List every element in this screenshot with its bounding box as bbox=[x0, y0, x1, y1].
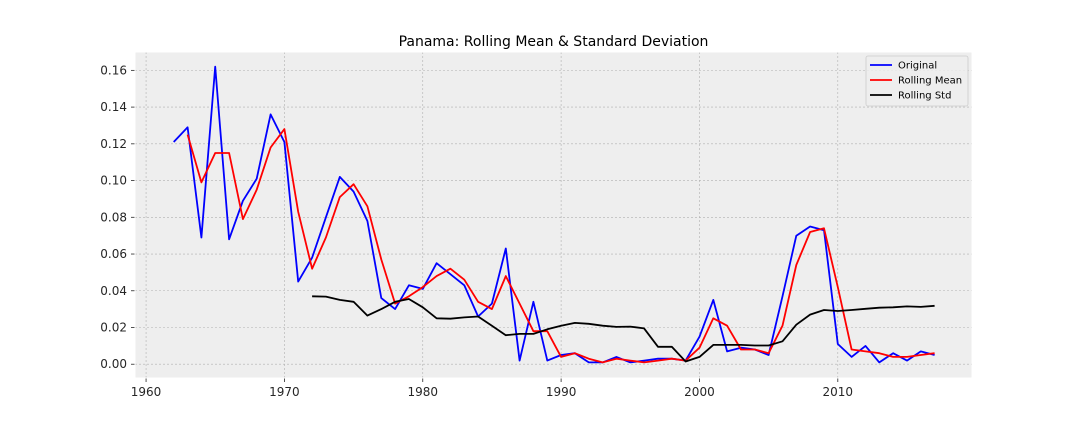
x-tick-label: 2010 bbox=[823, 385, 854, 399]
plot-border bbox=[134, 51, 973, 379]
x-tick-label: 1980 bbox=[407, 385, 438, 399]
legend-label-rolling-std: Rolling Std bbox=[898, 91, 951, 102]
grid bbox=[135, 52, 972, 378]
legend-label-original: Original bbox=[898, 61, 937, 72]
y-tick-label: 0.14 bbox=[100, 100, 127, 114]
y-tick-label: 0.12 bbox=[100, 137, 127, 151]
series-line-original bbox=[173, 65, 935, 364]
y-tick-label: 0.04 bbox=[100, 284, 127, 298]
x-tick-label: 2000 bbox=[684, 385, 715, 399]
y-tick-label: 0.06 bbox=[100, 247, 127, 261]
x-tick-label: 1970 bbox=[269, 385, 300, 399]
legend: Original Rolling Mean Rolling Std bbox=[865, 55, 969, 107]
y-tick-label: 0.08 bbox=[100, 210, 127, 224]
y-tick-label: 0.10 bbox=[100, 174, 127, 188]
x-tick-label: 1990 bbox=[546, 385, 577, 399]
series-line-rolling-std bbox=[312, 295, 935, 363]
axes: 1960 1970 1980 1990 2000 2010 0.00 0.02 0.04 0.06… bbox=[100, 51, 973, 399]
series-line-rolling-mean bbox=[186, 128, 935, 364]
legend-box bbox=[865, 55, 969, 107]
y-tick-label: 0.02 bbox=[100, 320, 127, 334]
chart-title: Panama: Rolling Mean & Standard Deviatio… bbox=[399, 34, 709, 50]
x-tick-label: 1960 bbox=[131, 385, 162, 399]
y-tick-label: 0.00 bbox=[100, 357, 127, 371]
y-tick-label: 0.16 bbox=[100, 63, 127, 77]
plot-area bbox=[135, 52, 972, 378]
series-lines bbox=[173, 65, 935, 364]
legend-label-rolling-mean: Rolling Mean bbox=[898, 76, 962, 87]
